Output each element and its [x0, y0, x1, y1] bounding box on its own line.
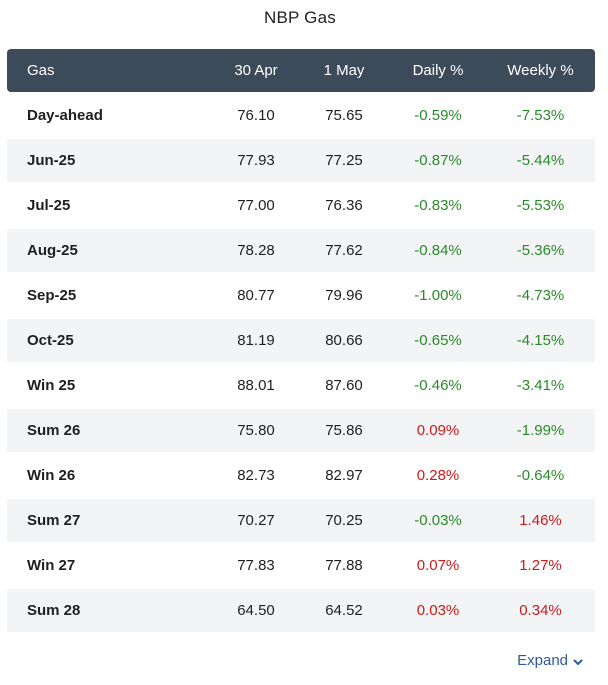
row-weekly-change: -1.99% — [516, 422, 565, 439]
row-price-1-may: 87.60 — [325, 377, 363, 394]
header-gas: Gas — [27, 62, 55, 79]
row-price-1-may: 77.62 — [325, 242, 363, 259]
expand-label: Expand — [517, 652, 568, 669]
row-contract: Win 27 — [27, 557, 76, 574]
row-weekly-change: 1.46% — [519, 512, 562, 529]
header-daily: Daily % — [412, 62, 464, 79]
row-contract: Oct-25 — [27, 332, 74, 349]
row-price-30-apr: 82.73 — [237, 467, 275, 484]
table-row: Day-ahead 76.10 75.65 -0.59% -7.53% — [7, 94, 595, 137]
table-row: Win 27 77.83 77.88 0.07% 1.27% — [7, 544, 595, 587]
header-1-may: 1 May — [323, 62, 365, 79]
row-daily-change: 0.09% — [416, 422, 460, 439]
row-price-1-may: 75.86 — [325, 422, 363, 439]
page-title: NBP Gas — [264, 8, 336, 27]
table-row: Jun-25 77.93 77.25 -0.87% -5.44% — [7, 139, 595, 182]
row-contract: Sum 28 — [27, 602, 81, 619]
row-weekly-change: -5.53% — [516, 197, 565, 214]
row-daily-change: -0.84% — [414, 242, 462, 259]
chevron-down-icon — [572, 655, 584, 667]
table-row: Win 25 88.01 87.60 -0.46% -3.41% — [7, 364, 595, 407]
row-price-1-may: 76.36 — [325, 197, 363, 214]
row-contract: Sep-25 — [27, 287, 77, 304]
row-contract: Sum 27 — [27, 512, 81, 529]
row-daily-change: -0.46% — [414, 377, 462, 394]
expand-button[interactable]: Expand — [517, 652, 584, 669]
row-contract: Win 25 — [27, 377, 76, 394]
row-weekly-change: 0.34% — [519, 602, 562, 619]
row-price-1-may: 79.96 — [325, 287, 363, 304]
table-row: Sum 27 70.27 70.25 -0.03% 1.46% — [7, 499, 595, 542]
row-weekly-change: -3.41% — [516, 377, 565, 394]
row-contract: Win 26 — [27, 467, 76, 484]
row-price-30-apr: 70.27 — [237, 512, 275, 529]
row-daily-change: 0.03% — [416, 602, 460, 619]
row-daily-change: -0.59% — [414, 107, 462, 124]
row-weekly-change: 1.27% — [519, 557, 562, 574]
row-price-30-apr: 77.83 — [237, 557, 275, 574]
row-price-30-apr: 64.50 — [237, 602, 275, 619]
row-daily-change: -0.03% — [414, 512, 462, 529]
row-price-1-may: 70.25 — [325, 512, 363, 529]
row-price-30-apr: 75.80 — [237, 422, 275, 439]
table-row: Jul-25 77.00 76.36 -0.83% -5.53% — [7, 184, 595, 227]
row-weekly-change: -5.44% — [516, 152, 565, 169]
row-price-30-apr: 76.10 — [237, 107, 275, 124]
row-contract: Day-ahead — [27, 107, 103, 124]
row-weekly-change: -4.73% — [516, 287, 565, 304]
row-price-30-apr: 80.77 — [237, 287, 275, 304]
row-daily-change: 0.07% — [416, 557, 460, 574]
row-price-30-apr: 81.19 — [237, 332, 275, 349]
row-price-1-may: 75.65 — [325, 107, 363, 124]
row-daily-change: -0.65% — [414, 332, 462, 349]
row-price-1-may: 77.25 — [325, 152, 363, 169]
row-weekly-change: -5.36% — [516, 242, 565, 259]
row-contract: Sum 26 — [27, 422, 81, 439]
row-daily-change: -0.87% — [414, 152, 462, 169]
table-body: Day-ahead 76.10 75.65 -0.59% -7.53% Jun-25 77.… — [7, 94, 595, 632]
row-price-30-apr: 77.93 — [237, 152, 275, 169]
row-price-1-may: 80.66 — [325, 332, 363, 349]
table-row: Aug-25 78.28 77.62 -0.84% -5.36% — [7, 229, 595, 272]
table-row: Sep-25 80.77 79.96 -1.00% -4.73% — [7, 274, 595, 317]
row-contract: Aug-25 — [27, 242, 78, 259]
row-price-1-may: 64.52 — [325, 602, 363, 619]
row-price-1-may: 77.88 — [325, 557, 363, 574]
row-weekly-change: -7.53% — [516, 107, 565, 124]
prices-table: Gas 30 Apr 1 May Daily % Weekly % Day-ah… — [7, 49, 595, 632]
row-price-1-may: 82.97 — [325, 467, 363, 484]
table-row: Win 26 82.73 82.97 0.28% -0.64% — [7, 454, 595, 497]
row-contract: Jul-25 — [27, 197, 71, 214]
table-row: Sum 28 64.50 64.52 0.03% 0.34% — [7, 589, 595, 632]
table-header: Gas 30 Apr 1 May Daily % Weekly % — [7, 49, 595, 92]
row-weekly-change: -0.64% — [516, 467, 565, 484]
table-row: Sum 26 75.80 75.86 0.09% -1.99% — [7, 409, 595, 452]
row-contract: Jun-25 — [27, 152, 76, 169]
row-price-30-apr: 78.28 — [237, 242, 275, 259]
row-weekly-change: -4.15% — [516, 332, 565, 349]
row-daily-change: -0.83% — [414, 197, 462, 214]
table-row: Oct-25 81.19 80.66 -0.65% -4.15% — [7, 319, 595, 362]
row-daily-change: 0.28% — [416, 467, 460, 484]
header-30-apr: 30 Apr — [234, 62, 278, 79]
row-price-30-apr: 88.01 — [237, 377, 275, 394]
row-daily-change: -1.00% — [414, 287, 462, 304]
header-weekly: Weekly % — [507, 62, 574, 79]
row-price-30-apr: 77.00 — [237, 197, 275, 214]
